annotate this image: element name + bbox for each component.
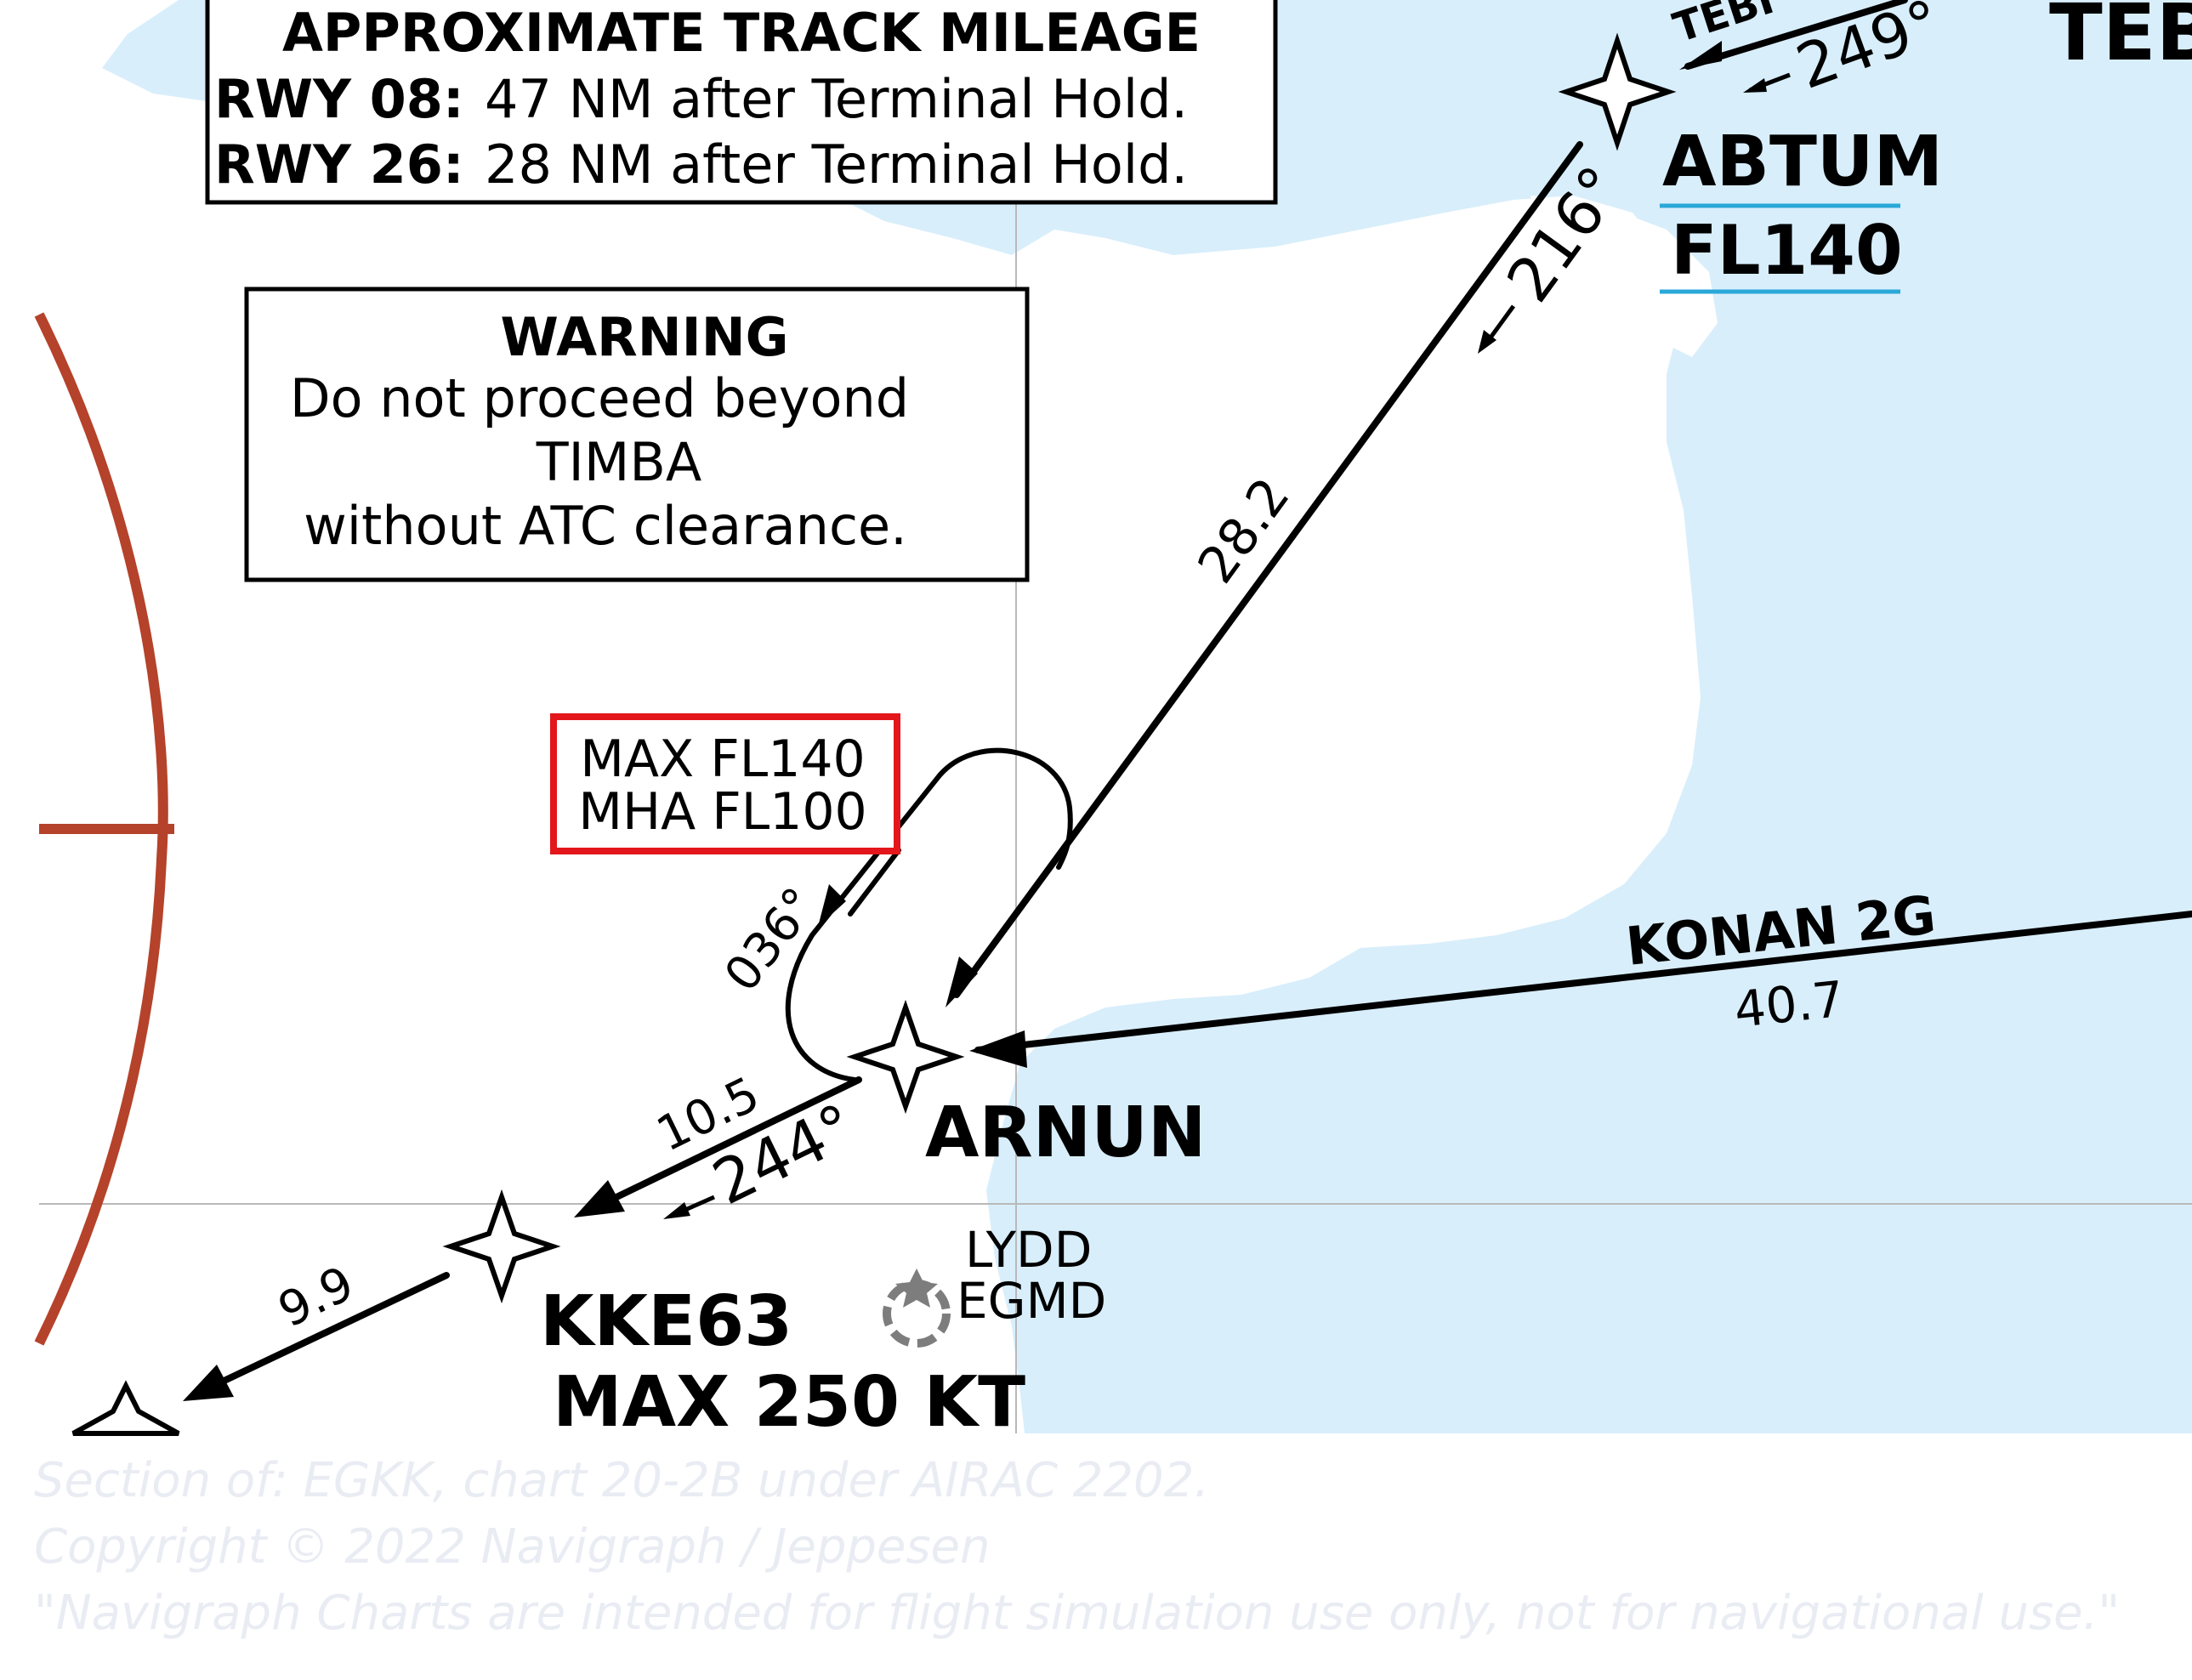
arrowhead-abtum <box>1679 41 1722 70</box>
mileage-rwy08-label: RWY 08: <box>214 68 464 130</box>
warning-line-2: TIMBA <box>536 431 702 493</box>
ctr-arc <box>34 312 168 1346</box>
track-mileage-box: APPROXIMATE TRACK MILEAGE RWY 08: 47 NM … <box>205 0 1278 205</box>
leg-konan-arnun <box>974 911 2192 1053</box>
warning-line-1: Do not proceed beyond <box>290 367 909 429</box>
arrowhead-hold <box>818 884 846 927</box>
warning-box: WARNING Do not proceed beyond TIMBA with… <box>244 287 1030 582</box>
leg-arnun-kke63 <box>583 1076 862 1215</box>
leg-teb-abtum <box>1684 0 1908 70</box>
warning-line-3: without ATC clearance. <box>304 495 907 557</box>
land-thanet <box>1530 196 1718 357</box>
lydd-code: LYDD <box>965 1221 1092 1279</box>
warning-box-frame <box>244 287 1030 582</box>
mileage-rwy08-text: 47 NM after Terminal Hold. <box>485 68 1188 130</box>
hold-limits-frame <box>550 713 900 854</box>
lydd-airport-icon <box>883 1269 951 1348</box>
next-waypoint-icon <box>71 1380 180 1436</box>
kke63-label: KKE63 <box>540 1281 792 1362</box>
arrowhead-kke63 <box>574 1180 625 1217</box>
track-arrowhead-216 <box>1478 330 1496 354</box>
mileage-box-title: APPROXIMATE TRACK MILEAGE <box>282 2 1201 64</box>
waypoint-symbols <box>71 32 1677 1436</box>
hold-limits-box: MAX FL140 MHA FL100 <box>550 713 900 854</box>
leg-kke63-next <box>192 1272 450 1398</box>
leg-abtum-arnun <box>953 141 1583 998</box>
credit-line-2: Copyright © 2022 Navigraph / Jeppesen <box>34 1519 990 1575</box>
mileage-rwy26-text: 28 NM after Terminal Hold. <box>485 133 1188 196</box>
credit-line-1: Section of: EGKK, chart 20-2B under AIRA… <box>34 1453 1209 1508</box>
konan-distance-label: 40.7 <box>1731 970 1847 1039</box>
airport-star-icon <box>895 1269 938 1308</box>
abtum-altitude: FL140 <box>1671 211 1903 290</box>
abtum-label: ABTUM <box>1662 122 1943 202</box>
credit-line-3: "Navigraph Charts are intended for fligh… <box>34 1586 2120 1641</box>
track-arrowhead-244 <box>663 1202 690 1219</box>
grid-layer <box>39 0 2192 1433</box>
arnun-label: ARNUN <box>925 1093 1206 1173</box>
hold-inbound-gap-line <box>848 848 901 917</box>
mileage-rwy26-label: RWY 26: <box>214 133 464 196</box>
arrowhead-next <box>183 1365 234 1401</box>
mileage-box-frame <box>205 0 1278 205</box>
hold-mha-fl: MHA FL100 <box>578 782 866 842</box>
warning-title: WARNING <box>500 306 788 368</box>
track-arrowhead-249 <box>1743 78 1767 93</box>
arnun-waypoint-icon <box>846 999 965 1115</box>
abtum-waypoint-icon <box>1558 32 1677 151</box>
kke63-waypoint-icon <box>442 1189 561 1304</box>
arrowhead-arnun-east <box>969 1030 1027 1068</box>
arrowhead-arnun-north <box>946 956 978 1007</box>
teb-label-partial: TEB <box>2049 0 2192 78</box>
ctr-boundary <box>34 312 174 1346</box>
kke63-speed-limit: MAX 250 KT <box>553 1362 1025 1443</box>
egmd-code: EGMD <box>957 1272 1106 1330</box>
hold-max-fl: MAX FL140 <box>580 729 865 789</box>
holding-pattern <box>785 747 1073 1082</box>
route-layer <box>183 0 2192 1401</box>
track-arrows <box>663 72 1791 1219</box>
